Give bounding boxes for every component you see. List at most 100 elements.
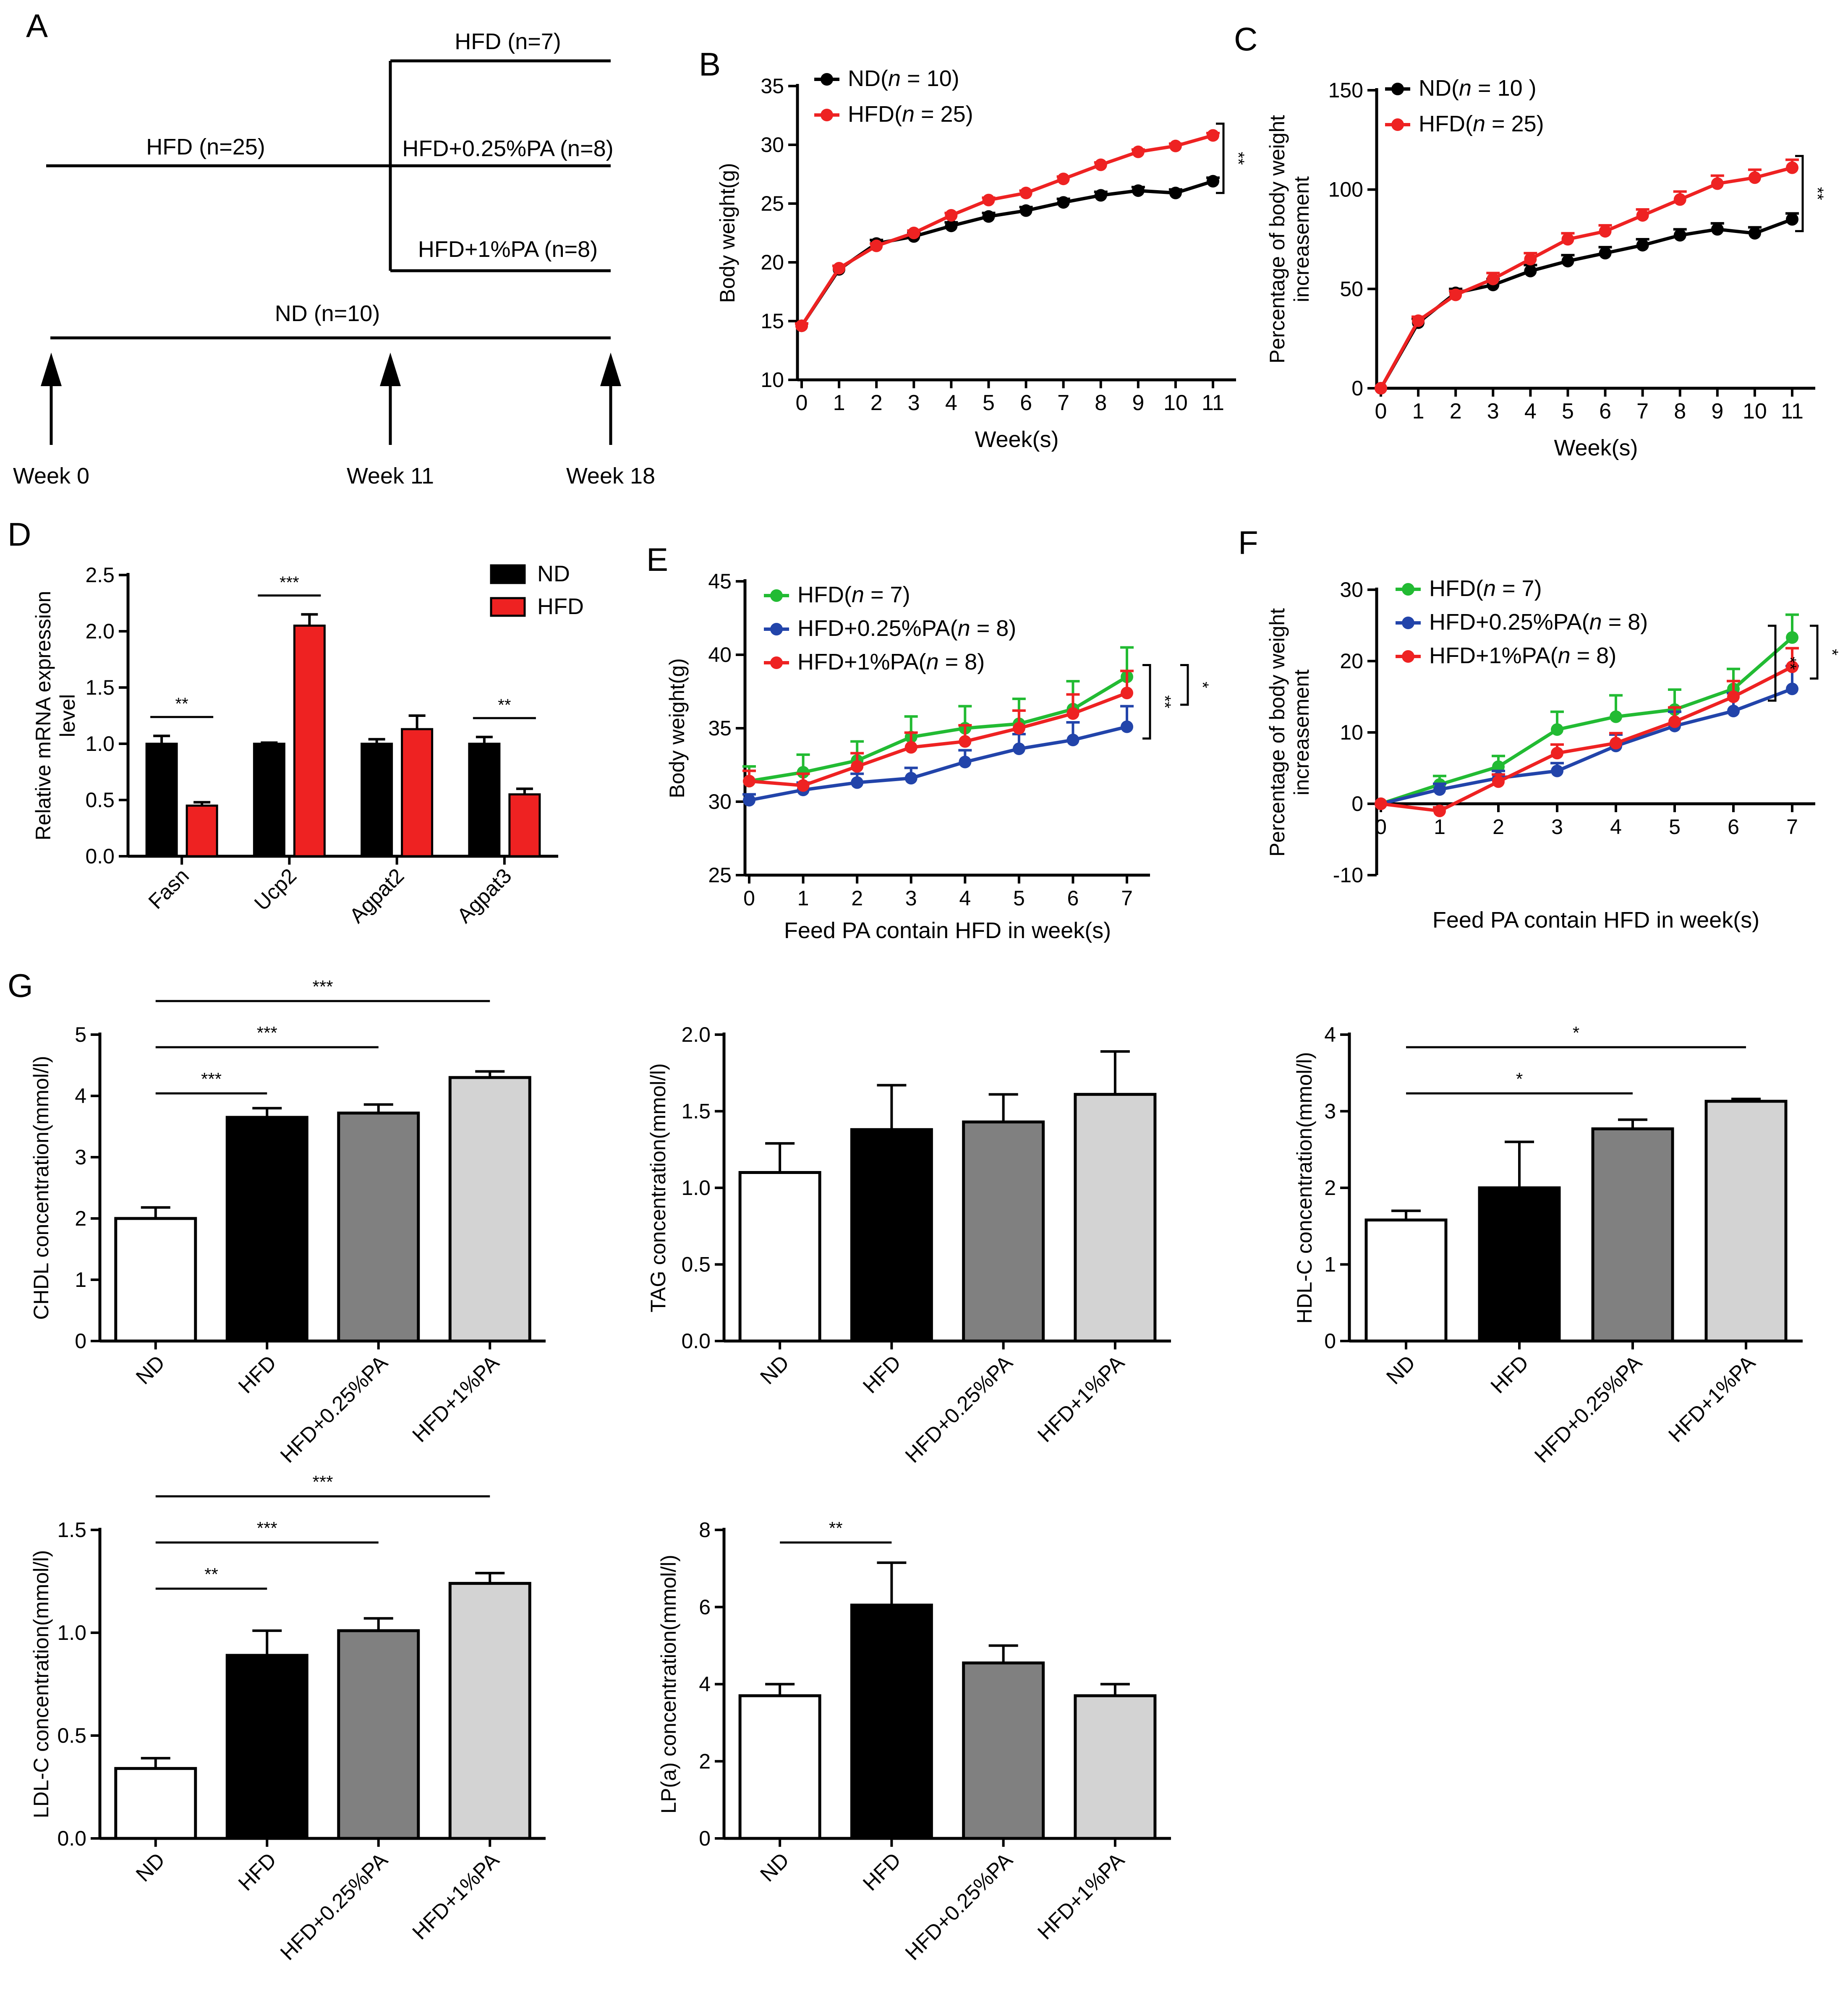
data-point: [1433, 783, 1446, 796]
data-point: [982, 193, 995, 207]
category-label: HFD+1%PA: [1033, 1848, 1129, 1944]
y-tick-label: 30: [708, 790, 732, 813]
bar-nd: [253, 742, 285, 858]
data-point: [1673, 193, 1686, 206]
data-point: [1561, 255, 1574, 268]
y-tick-label: 0.0: [85, 844, 115, 868]
significance-bracket: *: [1180, 664, 1212, 706]
data-point: [833, 262, 846, 275]
legend-label: HFD+1%PA(n = 8): [797, 649, 985, 675]
category-label: HFD+0.25%PA: [901, 1351, 1017, 1467]
y-axis-label: Percentage of body weight: [1265, 115, 1289, 363]
bar-hfd: [508, 793, 541, 858]
significance-label: **: [204, 1564, 218, 1584]
y-tick-label: 10: [1340, 721, 1363, 744]
y-tick-label: 25: [761, 192, 784, 215]
category-label: HFD: [858, 1351, 905, 1398]
legend-part: ND(: [848, 66, 888, 91]
bar-hfd: [186, 804, 218, 858]
bar: [337, 1629, 420, 1840]
category-label: ND: [1382, 1351, 1420, 1389]
y-tick-label: 0: [1351, 792, 1363, 816]
legend-part: = 10): [901, 66, 959, 91]
bar-nd: [361, 742, 393, 858]
arrow-week0: [41, 353, 62, 445]
category-label: Agpat2: [345, 864, 409, 928]
panel-label-a: A: [26, 7, 48, 44]
legend-marker: [770, 589, 783, 602]
x-tick-label: 3: [1551, 815, 1563, 839]
x-tick-label: 3: [1487, 399, 1499, 424]
nd-label: ND (n=10): [275, 301, 380, 326]
y-tick-label: 50: [1340, 277, 1363, 301]
legend-part: n: [852, 582, 864, 607]
x-tick-label: 5: [1562, 399, 1574, 424]
x-axis-label: Week(s): [1554, 435, 1638, 460]
bar: [1074, 1093, 1157, 1343]
legend-part: = 8): [939, 649, 985, 675]
x-tick-label: 4: [945, 391, 957, 415]
y-tick-label: 10: [761, 368, 784, 392]
x-tick-label: 4: [1524, 399, 1537, 424]
x-tick-label: 2: [1450, 399, 1462, 424]
panel-a-timeline: A HFD (n=25) HFD (n=7) HFD+0.25%PA (n=8)…: [13, 7, 655, 489]
y-tick-label: 1.0: [85, 732, 115, 756]
x-tick-label: 0: [743, 886, 755, 910]
data-point: [959, 735, 972, 748]
y-tick-label: 1.5: [85, 676, 115, 699]
legend-marker: [1391, 83, 1404, 95]
bar: [738, 1694, 821, 1840]
arrow-week18: [600, 353, 621, 445]
panel-label: B: [699, 46, 721, 83]
panel-label: G: [8, 967, 33, 1004]
category-label: ND: [131, 1351, 170, 1389]
x-tick-label: 0: [796, 391, 808, 415]
data-point: [1207, 129, 1219, 142]
data-point: [1524, 253, 1537, 266]
legend-part: HFD(: [848, 102, 902, 127]
data-point: [1169, 139, 1182, 152]
category-label: ND: [755, 1351, 794, 1389]
hfd-phase-label: HFD (n=25): [146, 134, 265, 159]
category-label: HFD+1%PA: [408, 1848, 504, 1944]
significance-label: **: [498, 696, 511, 714]
data-point: [870, 239, 883, 252]
data-point: [1019, 204, 1032, 217]
data-point: [1610, 710, 1622, 723]
y-tick-label: 0.0: [57, 1827, 86, 1850]
bar: [114, 1217, 197, 1343]
bracket-line: [1180, 664, 1189, 706]
data-point: [945, 220, 958, 233]
y-axis-label: increasement: [1290, 669, 1313, 795]
y-tick-label: 0.5: [85, 788, 115, 812]
y-axis-label: LP(a) concentration(mmol/l): [657, 1555, 680, 1814]
x-tick-label: 8: [1674, 399, 1686, 424]
category-label: Fasn: [144, 864, 193, 913]
legend-part: HFD(: [1419, 111, 1473, 136]
data-point: [1668, 715, 1681, 728]
y-tick-label: 15: [761, 309, 784, 333]
data-point: [1711, 177, 1724, 190]
y-tick-label: 2: [75, 1207, 86, 1230]
y-tick-label: 1: [1324, 1253, 1336, 1276]
significance-label: *: [1573, 1023, 1579, 1043]
y-axis-label: LDL-C concentration(mmol/l): [29, 1550, 53, 1818]
y-tick-label: 5: [75, 1023, 86, 1046]
legend-marker: [1402, 617, 1414, 629]
bar: [962, 1120, 1045, 1343]
data-point: [1433, 805, 1446, 817]
data-point: [945, 209, 958, 222]
data-point: [851, 776, 864, 789]
legend-part: = 8): [1602, 609, 1648, 635]
x-tick-label: 2: [851, 886, 863, 910]
legend-label: ND(n = 10): [848, 66, 959, 91]
y-tick-label: 35: [708, 716, 732, 740]
data-point: [743, 794, 755, 807]
series-line: [1379, 166, 1793, 389]
legend-part: HFD+0.25%PA(: [797, 616, 958, 641]
data-point: [1599, 247, 1612, 260]
